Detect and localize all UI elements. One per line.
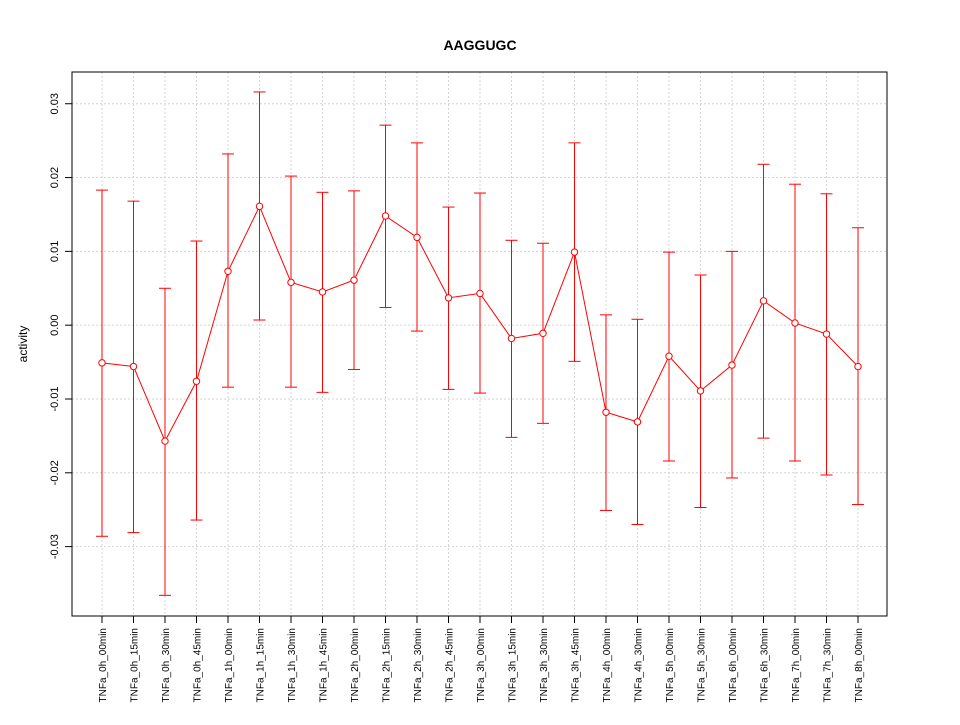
y-tick-label: -0.01 [49, 386, 61, 411]
data-point [350, 276, 358, 284]
data-point [665, 352, 673, 360]
data-point [633, 418, 642, 426]
data-point [413, 233, 421, 242]
data-point [98, 359, 106, 367]
data-point [287, 278, 295, 287]
x-tick-label: TNFa_6h_00min [728, 628, 739, 702]
x-tick-label: TNFa_0h_00min [98, 628, 109, 702]
chart-title: AAGGUGC [443, 37, 516, 53]
data-point [129, 362, 138, 371]
y-tick-label: -0.03 [49, 534, 61, 559]
x-tick-label: TNFa_2h_00min [350, 628, 361, 702]
data-point [759, 297, 768, 305]
x-tick-label: TNFa_3h_00min [476, 628, 487, 702]
x-tick-label: TNFa_1h_45min [319, 628, 330, 702]
x-tick-label: TNFa_1h_00min [224, 628, 235, 702]
x-tick-label: TNFa_4h_00min [602, 628, 613, 702]
data-point [728, 361, 736, 369]
y-tick-label: 0.00 [49, 314, 61, 335]
axes: -0.03 -0.02 -0.01 0.00 0.01 0.02 0.03 TNFa_0h_0… [49, 93, 865, 702]
x-tick-label: TNFa_0h_30min [161, 628, 172, 702]
x-tick-label: TNFa_3h_30min [539, 628, 550, 702]
y-tick-label: 0.01 [49, 241, 61, 262]
data-point [696, 387, 705, 395]
series [96, 91, 864, 596]
data-point [822, 330, 831, 338]
data-point [539, 329, 547, 337]
data-point [570, 248, 579, 256]
x-tick-label: TNFa_8h_00min [854, 628, 865, 702]
data-point [318, 288, 327, 296]
x-tick-label: TNFa_2h_15min [382, 628, 393, 702]
data-point [444, 294, 453, 302]
x-tick-label: TNFa_2h_30min [413, 628, 424, 702]
x-tick-label: TNFa_7h_30min [823, 628, 834, 702]
y-tick-label: -0.02 [49, 460, 61, 485]
x-tick-label: TNFa_7h_00min [791, 628, 802, 702]
x-tick-label: TNFa_3h_15min [508, 628, 519, 702]
y-tick-label: 0.02 [49, 167, 61, 188]
x-tick-label: TNFa_6h_30min [760, 628, 771, 702]
data-point [507, 334, 516, 343]
x-tick-label: TNFa_2h_45min [445, 628, 456, 702]
x-tick-label: TNFa_1h_30min [287, 628, 298, 702]
data-point [255, 202, 264, 211]
data-point [791, 319, 799, 327]
data-point [602, 408, 610, 416]
plot-border [71, 71, 888, 617]
x-tick-label: TNFa_1h_15min [256, 628, 267, 702]
y-axis-label: activity [16, 326, 30, 363]
x-tick-label: TNFa_5h_30min [697, 628, 708, 702]
x-tick-label: TNFa_5h_00min [665, 628, 676, 702]
x-tick-label: TNFa_0h_15min [130, 628, 141, 702]
data-point [161, 437, 169, 445]
y-tick-label: 0.03 [49, 93, 61, 114]
x-tick-label: TNFa_3h_45min [571, 628, 582, 702]
data-point [854, 362, 862, 371]
x-tick-label: TNFa_0h_45min [193, 628, 204, 702]
data-point [476, 289, 484, 298]
data-point [224, 267, 232, 275]
x-tick-label: TNFa_4h_30min [634, 628, 645, 702]
data-point [192, 377, 201, 385]
data-point [381, 212, 390, 220]
